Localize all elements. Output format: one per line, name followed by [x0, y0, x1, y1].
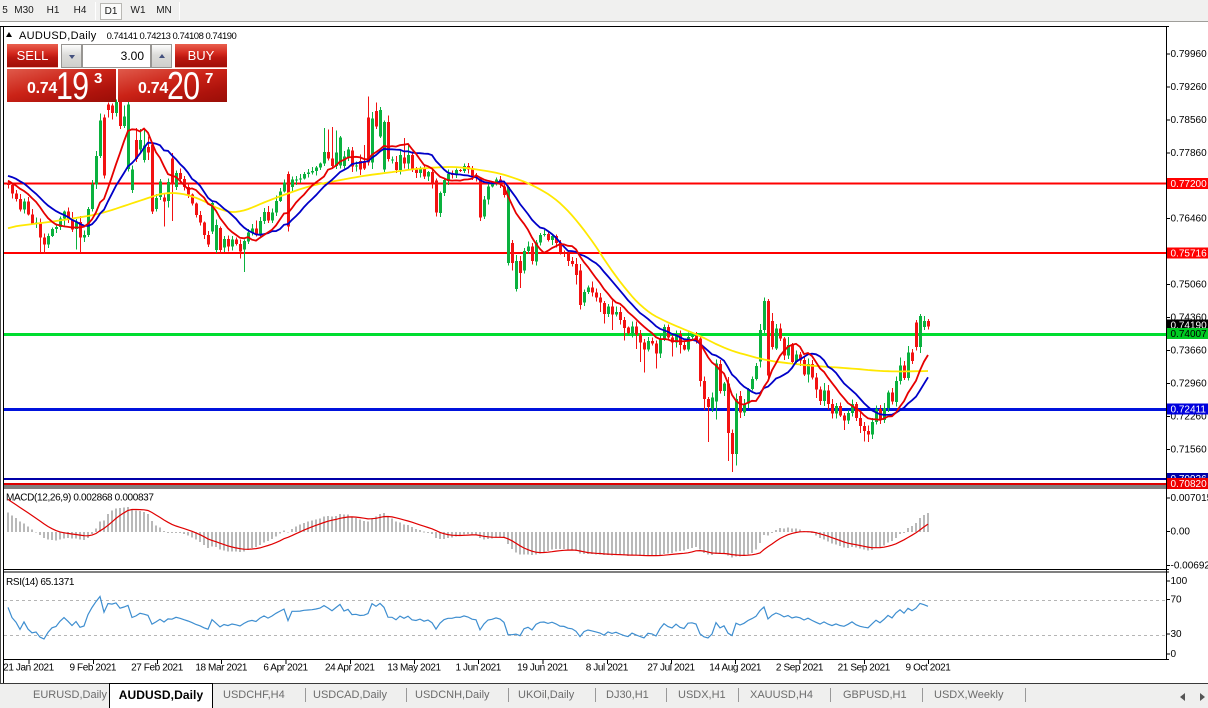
svg-text:18 Mar 2021: 18 Mar 2021 [195, 663, 248, 674]
svg-text:27 Feb 2021: 27 Feb 2021 [131, 663, 184, 674]
svg-text:0.75060: 0.75060 [1171, 280, 1208, 291]
svg-text:9 Feb 2021: 9 Feb 2021 [69, 663, 116, 674]
svg-text:2 Sep 2021: 2 Sep 2021 [776, 663, 824, 674]
svg-text:0.74190: 0.74190 [1171, 321, 1208, 332]
svg-text:8 Jul 2021: 8 Jul 2021 [586, 663, 629, 674]
svg-text:14 Aug 2021: 14 Aug 2021 [709, 663, 762, 674]
svg-text:0.73660: 0.73660 [1171, 346, 1208, 357]
svg-text:0: 0 [1171, 649, 1177, 660]
svg-text:0.71560: 0.71560 [1171, 444, 1208, 455]
svg-text:0.00: 0.00 [1171, 527, 1191, 538]
svg-text:19 Jun 2021: 19 Jun 2021 [517, 663, 568, 674]
svg-text:0.77860: 0.77860 [1171, 148, 1208, 159]
svg-text:30: 30 [1171, 629, 1183, 640]
svg-text:6 Apr 2021: 6 Apr 2021 [263, 663, 308, 674]
svg-text:13 May 2021: 13 May 2021 [387, 663, 441, 674]
svg-text:0.72411: 0.72411 [1171, 404, 1207, 415]
svg-text:0.76460: 0.76460 [1171, 214, 1208, 225]
svg-text:100: 100 [1171, 576, 1188, 587]
svg-text:-0.006923: -0.006923 [1171, 561, 1208, 572]
svg-text:0.79960: 0.79960 [1171, 49, 1208, 60]
svg-text:21 Jan 2021: 21 Jan 2021 [3, 663, 54, 674]
svg-text:24 Apr 2021: 24 Apr 2021 [325, 663, 375, 674]
svg-text:0.77200: 0.77200 [1171, 179, 1208, 190]
svg-text:70: 70 [1171, 595, 1183, 606]
svg-text:0.72960: 0.72960 [1171, 378, 1208, 389]
svg-text:1 Jun 2021: 1 Jun 2021 [455, 663, 501, 674]
svg-text:0.74007: 0.74007 [1171, 329, 1208, 340]
svg-text:9 Oct 2021: 9 Oct 2021 [906, 663, 952, 674]
svg-text:0.74360: 0.74360 [1171, 313, 1208, 324]
svg-text:0.72260: 0.72260 [1171, 411, 1208, 422]
svg-text:0.70820: 0.70820 [1171, 479, 1208, 490]
svg-text:0.78560: 0.78560 [1171, 115, 1208, 126]
svg-text:MACD(12,26,9) 0.002868 0.00083: MACD(12,26,9) 0.002868 0.000837 [6, 493, 154, 504]
svg-text:21 Sep 2021: 21 Sep 2021 [838, 663, 891, 674]
svg-text:0.007015: 0.007015 [1171, 493, 1208, 504]
svg-text:27 Jul 2021: 27 Jul 2021 [647, 663, 695, 674]
svg-text:0.75716: 0.75716 [1171, 249, 1208, 260]
svg-text:RSI(14) 65.1371: RSI(14) 65.1371 [6, 577, 75, 588]
svg-text:0.79260: 0.79260 [1171, 82, 1208, 93]
